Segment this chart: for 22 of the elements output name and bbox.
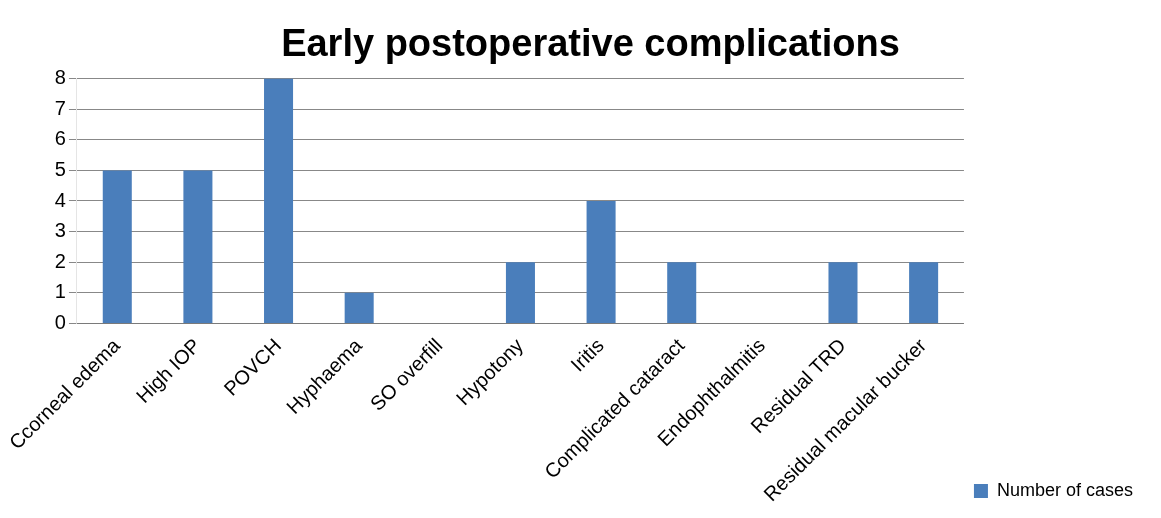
bar	[183, 170, 213, 323]
y-tick-label: 7	[54, 96, 66, 119]
bar	[828, 262, 858, 323]
bar	[344, 292, 374, 323]
y-tick-label: 5	[54, 157, 66, 180]
bar	[505, 262, 535, 323]
legend-label: Number of cases	[996, 479, 1134, 500]
y-tick-label: 0	[54, 310, 66, 333]
chart-title: Early postoperative complications	[281, 22, 900, 65]
y-tick-label: 3	[54, 219, 66, 242]
bar	[264, 78, 294, 323]
x-tick-label: High IOP	[131, 334, 205, 407]
bar	[667, 262, 697, 323]
bar	[102, 170, 132, 323]
bar	[586, 201, 616, 323]
y-tick-label: 2	[54, 249, 66, 272]
y-tick-label: 4	[54, 188, 66, 211]
x-tick-label: Iritis	[566, 334, 608, 376]
y-tick-label: 8	[54, 66, 66, 89]
y-tick-label: 6	[54, 127, 66, 150]
y-tick-label: 1	[54, 280, 66, 303]
bar	[909, 262, 939, 323]
